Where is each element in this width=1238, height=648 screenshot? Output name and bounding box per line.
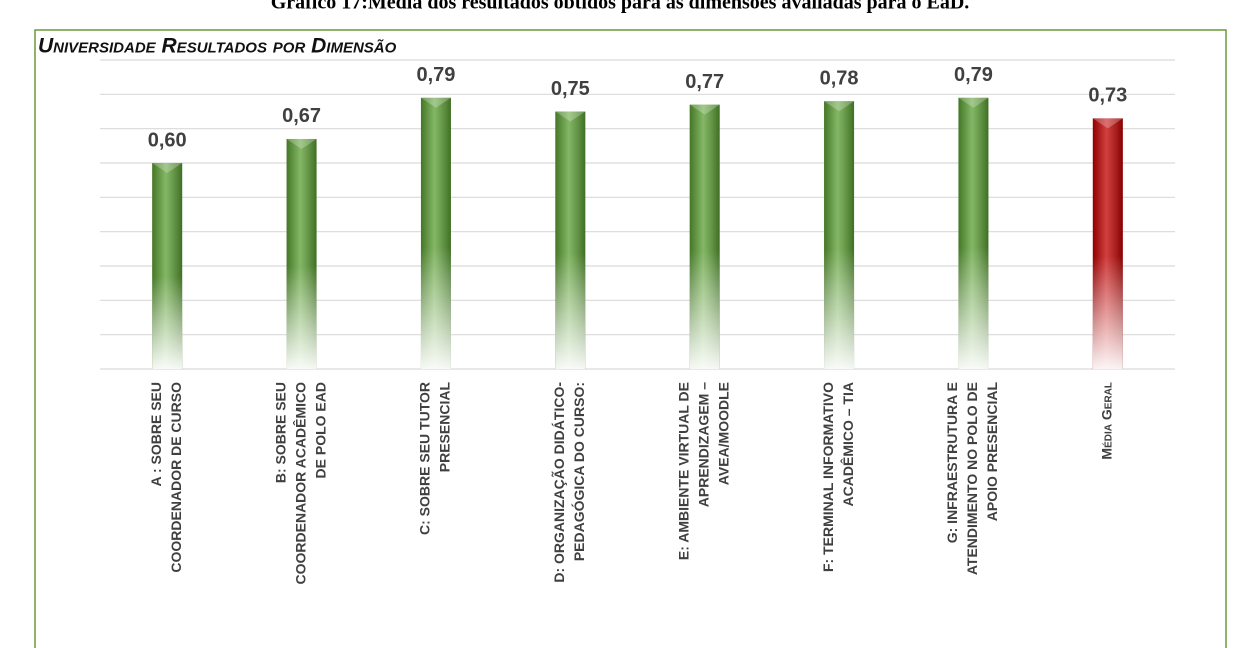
data-label: 0,67 — [282, 105, 321, 127]
x-tick-label: B: SOBRE SEU — [272, 382, 288, 483]
x-tick-label: COORDENADOR ACADÊMICO — [291, 382, 308, 585]
x-tick-label: COORDENADOR DE CURSO — [168, 382, 184, 573]
x-tick-label: DE POLO EAD — [312, 382, 328, 478]
bar-cap — [824, 101, 855, 112]
bar-cap — [286, 138, 317, 149]
bar-cap — [958, 97, 989, 108]
x-tick-label: APRENDIZAGEM – — [695, 382, 711, 507]
bar-cap — [689, 104, 720, 115]
data-label: 0,79 — [416, 64, 455, 86]
data-label: 0,79 — [954, 64, 993, 86]
data-label: 0,77 — [685, 71, 724, 93]
data-label: 0,60 — [148, 129, 187, 151]
bar-fade — [286, 138, 317, 369]
data-label: 0,78 — [820, 67, 859, 89]
x-tick-label: D: ORGANIZAÇÃO DIDÁTICO- — [550, 382, 567, 583]
caption: Gráfico 17:Média dos resultados obtidos … — [271, 0, 970, 14]
bar-cap — [152, 163, 183, 173]
x-tick-label: G: INFRAESTRUTURA E — [944, 382, 960, 543]
bar-cap — [420, 97, 451, 108]
bar-fade — [824, 101, 855, 369]
x-tick-label: AVEA/MOODLE — [715, 382, 731, 485]
x-tick-label: F: TERMINAL INFORMATIVO — [820, 382, 836, 572]
x-tick-label: ACADÊMICO – TIA — [839, 382, 856, 506]
bar-fade — [958, 97, 989, 370]
x-tick-label: C: SOBRE SEU TUTOR — [417, 382, 433, 535]
bar-fade — [420, 97, 451, 370]
x-tick-label: E: AMBIENTE VIRTUAL DE — [675, 382, 691, 560]
x-tick-label: Média Geral — [1099, 382, 1115, 460]
data-label: 0,75 — [551, 78, 590, 100]
bar-cap — [555, 111, 586, 122]
x-tick-label: APOIO PRESENCIAL — [984, 382, 1000, 522]
x-tick-label: PRESENCIAL — [437, 382, 453, 473]
bar-fade — [1092, 118, 1123, 369]
x-tick-label: A : SOBRE SEU — [148, 382, 164, 487]
data-label: 0,73 — [1088, 85, 1127, 107]
chart-frame — [34, 29, 1227, 648]
chart-title: Universidade Resultados por Dimensão — [38, 35, 397, 58]
bar-cap — [1092, 118, 1123, 129]
bar-fade — [555, 111, 586, 369]
bar-fade — [152, 163, 183, 369]
x-tick-label: ATENDIMENTO NO POLO DE — [964, 382, 980, 575]
x-tick-label: PEDAGÓGICA DO CURSO: — [570, 382, 587, 561]
bar-fade — [689, 104, 720, 369]
